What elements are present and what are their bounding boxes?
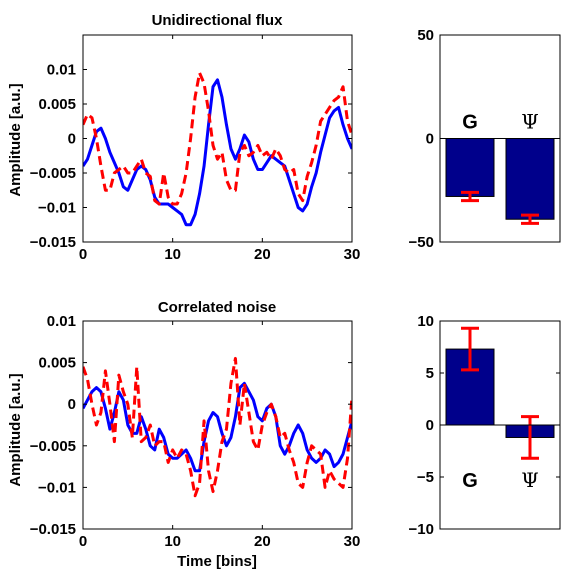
y-tick-label: 0.005 (38, 96, 76, 113)
y-tick-label: −5 (417, 469, 434, 486)
y-tick-label: 50 (417, 27, 434, 44)
x-tick-label: 20 (254, 246, 271, 263)
bar (445, 348, 495, 426)
x-tick-label: 0 (79, 246, 87, 263)
bar (505, 138, 555, 220)
y-tick-label: −0.01 (38, 479, 76, 496)
y-tick-label: −10 (409, 521, 434, 538)
y-axis-label: Amplitude [a.u.] (7, 83, 24, 196)
y-tick-label: 0.01 (47, 313, 76, 330)
y-tick-label: 0.005 (38, 355, 76, 372)
x-tick-label: 10 (164, 246, 181, 263)
x-tick-label: 30 (344, 533, 361, 550)
bar (445, 138, 495, 197)
y-tick-label: 5 (426, 365, 434, 382)
series-solid-line (83, 78, 352, 227)
x-tick-label: 30 (344, 246, 361, 263)
x-axis-label: Time [bins] (177, 553, 257, 570)
y-tick-label: −0.005 (30, 438, 76, 455)
bottom-bar-chart: G Ψ −10 −5 0 5 10 (409, 313, 561, 538)
x-tick-label: 20 (254, 533, 271, 550)
top-bar-chart: G Ψ −50 0 50 (409, 27, 561, 251)
y-tick-label: 0 (68, 396, 76, 413)
plot-frame (82, 320, 353, 530)
x-tick-label: 0 (79, 533, 87, 550)
bar-category-label: Ψ (521, 468, 539, 492)
bar-category-label: G (462, 112, 478, 134)
top-line-chart: Unidirectional flux Amplitude [a.u.] 0 10… (7, 12, 360, 263)
bar-category-label: Ψ (521, 110, 539, 134)
y-tick-label: −0.015 (30, 521, 76, 538)
y-tick-label: 10 (417, 313, 434, 330)
series-dashed-line (83, 71, 352, 206)
x-tick-label: 10 (164, 533, 181, 550)
bar-category-label: G (462, 470, 478, 492)
plot-frame (82, 34, 353, 243)
chart-title: Unidirectional flux (152, 12, 284, 29)
y-tick-label: −50 (409, 234, 434, 251)
y-axis-label: Amplitude [a.u.] (7, 373, 24, 486)
chart-title: Correlated noise (158, 299, 276, 316)
series-dashed-line (83, 356, 352, 498)
y-tick-label: 0 (68, 131, 76, 148)
y-tick-label: −0.005 (30, 165, 76, 182)
y-tick-label: 0 (426, 131, 434, 148)
y-tick-label: −0.01 (38, 200, 76, 217)
bottom-line-chart: Correlated noise Amplitude [a.u.] Time [… (7, 299, 360, 570)
series-solid-line (83, 381, 352, 473)
y-tick-label: −0.015 (30, 234, 76, 251)
y-tick-label: 0.01 (47, 62, 76, 79)
y-tick-label: 0 (426, 417, 434, 434)
